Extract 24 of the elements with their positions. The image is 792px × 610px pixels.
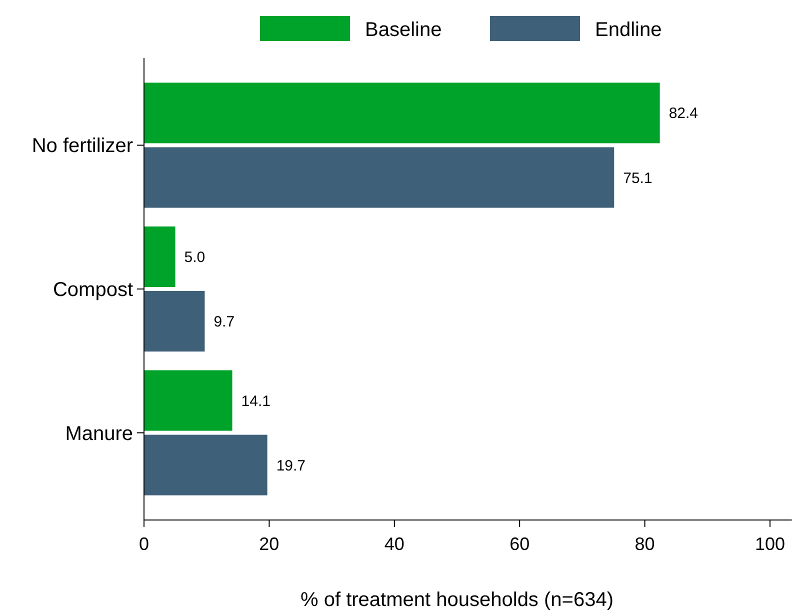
legend-label: Endline	[595, 19, 662, 41]
bar	[144, 291, 205, 352]
x-tick-label: 100	[754, 534, 786, 554]
legend-label: Baseline	[365, 19, 442, 41]
x-axis-title: % of treatment households (n=634)	[300, 589, 614, 610]
bar	[144, 82, 660, 144]
data-label: 14.1	[241, 392, 270, 410]
y-tick-label: Manure	[65, 422, 133, 445]
y-tick-label: Compost	[52, 279, 134, 301]
x-tick-label: 80	[634, 534, 655, 554]
data-label: 19.7	[276, 457, 306, 474]
data-label: 9.7	[214, 314, 235, 331]
data-label: 75.1	[623, 170, 652, 187]
x-tick-label: 20	[259, 534, 280, 554]
x-tick-label: 40	[384, 534, 404, 554]
bar	[144, 147, 614, 208]
y-tick-label: No fertilizer	[32, 135, 134, 158]
bar	[144, 370, 232, 431]
x-tick-label: 60	[510, 534, 530, 554]
data-label: 82.4	[668, 105, 698, 122]
x-tick-label: 0	[138, 534, 150, 554]
data-label: 5.0	[184, 248, 206, 266]
bar	[144, 226, 176, 287]
bar	[144, 434, 268, 496]
